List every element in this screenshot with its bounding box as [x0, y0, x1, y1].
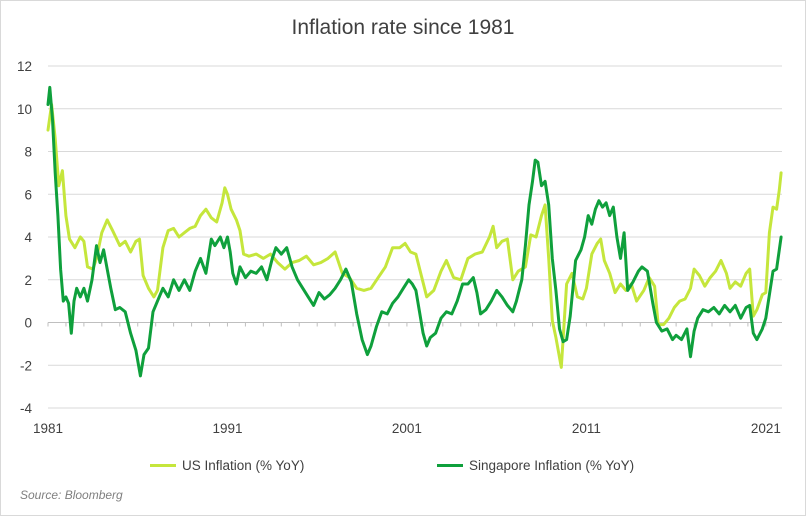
legend-item-singapore-inflation: Singapore Inflation (% YoY): [437, 458, 634, 473]
y-tick-label: 6: [24, 187, 32, 202]
y-tick-label: 0: [24, 316, 32, 331]
x-tick-label: 1981: [33, 421, 63, 436]
legend-label-singapore-inflation: Singapore Inflation (% YoY): [469, 458, 635, 473]
series-line-us-inflation: [46, 103, 783, 369]
legend-item-us-inflation: US Inflation (% YoY): [150, 458, 304, 473]
x-axis: [47, 322, 782, 327]
y-tick-label: 10: [17, 102, 32, 117]
series-lines: [46, 85, 783, 378]
y-tick-label: 2: [24, 273, 32, 288]
series-line-singapore-inflation: [46, 85, 783, 378]
legend-swatch-singapore-inflation: [437, 464, 463, 467]
chart-title: Inflation rate since 1981: [291, 16, 515, 39]
y-axis-tick-labels: 12 10 8 6 4 2 0 -2 -4: [17, 59, 33, 416]
legend-swatch-us-inflation: [150, 464, 176, 467]
x-axis-tick-labels: 1981 1991 2001 2011 2021: [33, 421, 781, 436]
legend-label-us-inflation: US Inflation (% YoY): [182, 458, 305, 473]
y-tick-label: 8: [24, 145, 32, 160]
chart-legend: US Inflation (% YoY) Singapore Inflation…: [0, 458, 806, 478]
x-tick-label: 2021: [751, 421, 781, 436]
y-tick-label: -4: [20, 401, 32, 416]
y-tick-label: 4: [24, 230, 32, 245]
grid-lines: [48, 65, 782, 409]
y-tick-label: 12: [17, 59, 32, 74]
y-tick-label: -2: [20, 358, 32, 373]
x-tick-label: 1991: [212, 421, 242, 436]
x-tick-label: 2011: [572, 421, 601, 436]
x-tick-label: 2001: [392, 421, 422, 436]
source-note: Source: Bloomberg: [20, 488, 123, 502]
